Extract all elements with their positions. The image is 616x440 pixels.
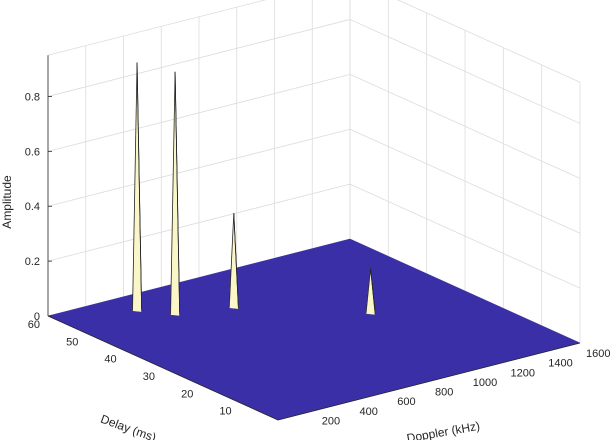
tick-labels: 0 0.2 0.4 0.6 0.8 10 20 30 40 50 60 200 400 600 800 100…: [25, 55, 610, 427]
gridline: [47, 183, 351, 262]
x-tick-label: 1200: [511, 367, 535, 379]
y-tick-label: 60: [28, 319, 40, 331]
peak-edge: [233, 213, 239, 309]
x-tick-label: 200: [322, 415, 340, 427]
peak-edge: [170, 71, 176, 315]
y-tick-label: 30: [143, 371, 155, 383]
surface-peak: [132, 62, 143, 312]
peak-face: [132, 62, 142, 312]
peak-edge: [132, 62, 138, 311]
x-axis-line: [277, 342, 581, 421]
y-tick-label: 40: [104, 354, 116, 366]
x-tick-label: 800: [435, 387, 453, 399]
x-tick-label: 400: [360, 406, 378, 418]
y-axis-label: Delay (ms): [99, 412, 158, 440]
peak-edge: [370, 268, 376, 315]
z-tick-label: 0: [34, 311, 40, 323]
gridline: [397, 0, 581, 83]
gridline: [349, 183, 581, 289]
surface-floor-plane: [47, 238, 581, 421]
x-tick-label: 1600: [586, 348, 610, 360]
z-tick-label: 0.2: [25, 256, 40, 268]
z-tick-label: 0.6: [25, 146, 40, 158]
peak-edge: [136, 62, 143, 312]
gridline: [349, 73, 581, 179]
z-tick-label: 0.4: [25, 201, 40, 213]
gridline: [47, 0, 267, 56]
surface-peak: [228, 213, 239, 309]
z-tick-label: 0.8: [25, 91, 40, 103]
z-axis-label: Amplitude: [0, 175, 14, 229]
surface-peaks: [132, 62, 376, 316]
surface-floor: [47, 238, 581, 421]
surface-peak: [365, 268, 376, 315]
y-tick-label: 50: [66, 336, 78, 348]
x-axis-label: Doppler (kHz): [406, 419, 481, 440]
peak-edge: [228, 213, 235, 308]
x-tick-label: 600: [397, 396, 415, 408]
x-tick-label: 1400: [548, 358, 572, 370]
y-tick-label: 20: [181, 388, 193, 400]
peak-edge: [174, 71, 181, 316]
gridline: [349, 128, 581, 234]
peak-face: [170, 71, 180, 316]
gridline: [349, 19, 581, 124]
peak-edge: [365, 268, 371, 314]
gridline: [47, 19, 351, 97]
surface-peak: [170, 71, 181, 316]
y-tick-label: 10: [219, 406, 231, 418]
y-axis-line: [47, 315, 279, 421]
gridline: [47, 73, 351, 152]
gridline: [47, 128, 351, 207]
x-tick-label: 1000: [473, 377, 497, 389]
